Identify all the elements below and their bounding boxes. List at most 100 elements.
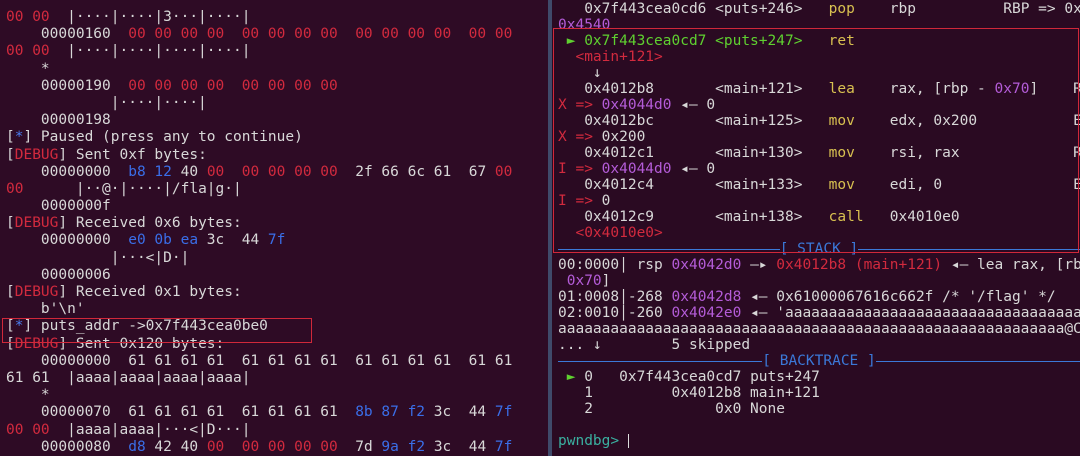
text-segment: ] Received 0x1 bytes: <box>58 284 242 300</box>
text-segment: ] Sent 0xf bytes: <box>58 146 207 163</box>
text-segment: DEBUG <box>14 215 59 232</box>
text-segment: 00000000 <box>6 232 129 249</box>
text-segment: X => <box>558 97 602 113</box>
terminal-line: ... ↓ 5 skipped <box>558 337 1080 353</box>
text-segment: 7d <box>337 438 382 455</box>
text-segment: 00000070 61 61 61 61 61 61 61 61 <box>6 404 356 421</box>
text-segment: |····|····|····|····| <box>49 43 251 60</box>
text-segment: DEBUG <box>14 146 59 163</box>
text-segment: 00000080 <box>6 438 129 455</box>
text-segment: ◂— 0x61000067616c662f /* '/flag' */ <box>741 289 1056 305</box>
text-segment: 00 00 00 00 00 <box>206 438 338 455</box>
terminal-line: 1 0x4012b8 main+121 <box>558 385 1080 401</box>
text-segment: 00000190 <box>6 77 129 94</box>
terminal-line: 0000000f <box>6 198 548 215</box>
text-segment: 0000000f <box>6 198 111 215</box>
text-segment: [ <box>6 318 15 335</box>
text-segment: 0x4012c1 <main+130> <box>558 145 829 161</box>
text-segment: |···<|D·| <box>6 249 190 266</box>
text-segment: |aaaa|aaaa|···<|D···| <box>49 421 251 438</box>
text-segment: 40 <box>180 163 207 180</box>
text-segment: ► <box>558 369 585 385</box>
text-segment: 00000006 <box>6 266 111 283</box>
terminal-line: 0x4012c9 <main+138> call 0x4010e0 <box>558 209 1080 225</box>
text-segment: X => <box>558 129 602 145</box>
terminal-line: I => 0x4044d0 ◂— 0 <box>558 161 1080 177</box>
text-segment: [ <box>6 335 15 352</box>
cursor <box>627 434 629 448</box>
text-segment: ◂— 0 <box>671 97 716 113</box>
text-segment: 9a f2 <box>381 438 434 455</box>
terminal-line: 0x7f443cea0cd6 <puts+246> pop rbp RBP =>… <box>558 1 1080 17</box>
text-segment: d8 <box>128 438 155 455</box>
text-segment: 0x4012b8 (main+121) <box>776 257 943 273</box>
terminal-line: 00 00 |····|····|····|····| <box>6 43 548 60</box>
text-segment: 00 <box>494 163 513 180</box>
text-segment: 00 00 <box>6 43 50 60</box>
terminal-line: 00 00 |aaaa|aaaa|···<|D···| <box>6 422 548 439</box>
terminal-line: |···<|D·| <box>6 250 548 267</box>
text-segment: ... ↓ 5 skipped <box>558 337 751 353</box>
terminal-line: <0x4010e0> <box>558 225 1080 241</box>
left-pane: 00 00 |····|····|3···|····| 00000160 00 … <box>6 9 548 456</box>
terminal-line: [DEBUG] Received 0x1 bytes: <box>6 284 548 301</box>
text-segment: ] Sent 0x120 bytes: <box>58 335 225 352</box>
pane-divider <box>548 0 552 456</box>
section-header: [ STACK ] <box>558 241 1080 257</box>
text-segment: rax, [rbp - <box>854 81 995 97</box>
terminal-line: * <box>6 387 548 404</box>
text-segment: [ <box>6 284 15 300</box>
terminal-line: 00000160 00 00 00 00 00 00 00 00 00 00 0… <box>6 26 548 43</box>
text-segment: call <box>828 209 864 225</box>
text-segment: 0x200 <box>601 129 646 145</box>
terminal-line: 2 0x0 None <box>558 401 1080 417</box>
text-segment: 0x7f443cea0cd6 <puts+246> <box>558 1 829 17</box>
text-segment: mov <box>828 177 855 193</box>
text-segment: I => <box>558 161 602 177</box>
text-segment: [ <box>6 129 15 146</box>
terminal-line: pwndbg> <box>558 433 1080 449</box>
terminal-line: ► 0 0x7f443cea0cd7 puts+247 <box>558 369 1080 385</box>
terminal-line: ↓ <box>558 65 1080 81</box>
terminal-line: 00000000 b8 12 40 00 00 00 00 00 2f 66 6… <box>6 164 548 181</box>
text-segment: edi, 0 ED <box>854 177 1080 193</box>
text-segment: 00 00 00 00 00 00 00 00 <box>128 77 338 94</box>
right-pane: 0x7f443cea0cd6 <puts+246> pop rbp RBP =>… <box>552 0 1080 456</box>
text-segment: 7f <box>267 232 286 249</box>
text-segment: ret <box>828 33 855 49</box>
text-segment: 1 0x4012b8 main+121 <box>558 385 820 401</box>
terminal-line: [DEBUG] Sent 0xf bytes: <box>6 147 548 164</box>
terminal-line: 01:0008│-268 0x4042d8 ◂— 0x61000067616c6… <box>558 289 1080 305</box>
text-segment: 0 0x7f443cea0cd7 puts+247 <box>584 369 820 385</box>
text-segment: aaaaaaaaaaaaaaaaaaaaaaaaaaaaaaaaaaaaaaaa… <box>558 321 1080 337</box>
text-segment: 7f <box>494 404 513 421</box>
terminal-line: 61 61 |aaaa|aaaa|aaaa|aaaa| <box>6 370 548 387</box>
text-segment: mov <box>828 145 855 161</box>
text-segment: 8b 87 f2 <box>355 404 434 421</box>
text-segment: pwndbg> <box>558 433 628 449</box>
text-segment: * <box>6 387 50 404</box>
terminal-line: 00 00 |····|····|3···|····| <box>6 9 548 26</box>
text-segment: <main+121> <box>558 49 663 65</box>
terminal-line: ► 0x7f443cea0cd7 <puts+247> ret <box>558 33 1080 49</box>
text-segment: I => <box>558 193 602 209</box>
text-segment: 2f 66 6c 61 67 <box>337 163 495 180</box>
text-segment: * <box>14 318 24 335</box>
text-segment: e0 0b ea <box>128 232 207 249</box>
text-segment: 00 00 00 00 00 00 00 00 00 00 00 00 00 0… <box>128 26 513 43</box>
text-segment: rbp RBP => 0x4 <box>854 1 1080 17</box>
terminal-line: 02:0010│-260 0x4042e0 ◂— 'aaaaaaaaaaaaaa… <box>558 305 1080 321</box>
text-segment: 7f <box>494 438 513 455</box>
text-segment: DEBUG <box>14 284 59 300</box>
text-segment: edx, 0x200 ED <box>854 113 1080 129</box>
text-segment: 0x4044d0 <box>601 161 672 177</box>
text-segment: b8 12 <box>128 163 181 180</box>
text-segment: 0x4042d8 <box>671 289 742 305</box>
text-segment: 3c 44 <box>433 438 495 455</box>
terminal-line: 00000000 61 61 61 61 61 61 61 61 61 61 6… <box>6 353 548 370</box>
terminal-line: 00000080 d8 42 40 00 00 00 00 00 7d 9a f… <box>6 439 548 456</box>
text-segment: 0x4042d0 <box>671 257 742 273</box>
text-segment: 00 00 00 00 00 <box>206 163 338 180</box>
terminal-line: 0x4012c1 <main+130> mov rsi, rax RS <box>558 145 1080 161</box>
